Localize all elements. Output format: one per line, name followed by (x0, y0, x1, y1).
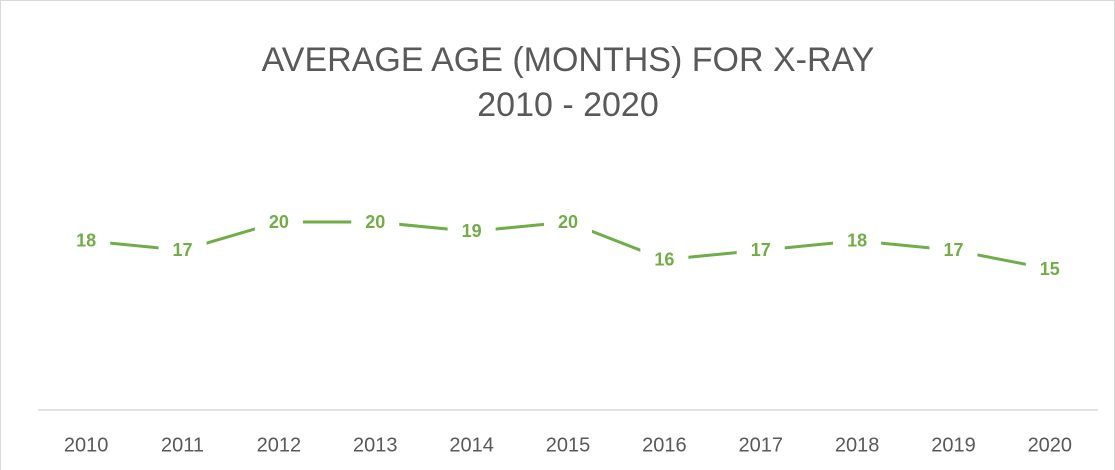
label-bg (351, 208, 400, 236)
label-bg (158, 236, 207, 265)
chart-subtitle: 2010 - 2020 (477, 86, 659, 124)
label-bg (544, 208, 592, 236)
chart-title: AVERAGE AGE (MONTHS) FOR X-RAY (262, 41, 875, 79)
data-label: 20 (558, 212, 578, 232)
data-label: 17 (943, 240, 963, 260)
x-tick-label: 2018 (835, 434, 880, 456)
x-tick-label: 2017 (738, 434, 783, 456)
data-label: 17 (751, 240, 771, 260)
label-bg (833, 226, 882, 255)
x-tick-label: 2016 (642, 434, 687, 456)
label-bg (254, 208, 303, 236)
data-label: 19 (462, 221, 482, 241)
x-tick-label: 2012 (257, 434, 302, 456)
label-bg (736, 236, 785, 265)
data-label: 20 (269, 212, 289, 232)
data-label: 17 (173, 240, 193, 260)
x-tick-label: 2010 (64, 434, 109, 456)
label-bg (1025, 255, 1074, 283)
data-label: 16 (654, 249, 674, 269)
data-label: 20 (365, 212, 385, 232)
label-bg (62, 226, 111, 255)
x-tick-label: 2011 (161, 434, 204, 456)
data-label: 18 (76, 231, 96, 251)
x-tick-label: 2019 (931, 434, 976, 456)
x-tick-label: 2014 (449, 434, 494, 456)
label-bg (640, 245, 689, 274)
label-bg (447, 217, 496, 246)
label-bg (929, 236, 978, 265)
x-tick-label: 2015 (546, 434, 591, 456)
data-label: 15 (1040, 259, 1060, 279)
x-tick-label: 2020 (1028, 434, 1073, 456)
x-tick-label: 2013 (353, 434, 398, 456)
data-label: 18 (847, 231, 867, 251)
